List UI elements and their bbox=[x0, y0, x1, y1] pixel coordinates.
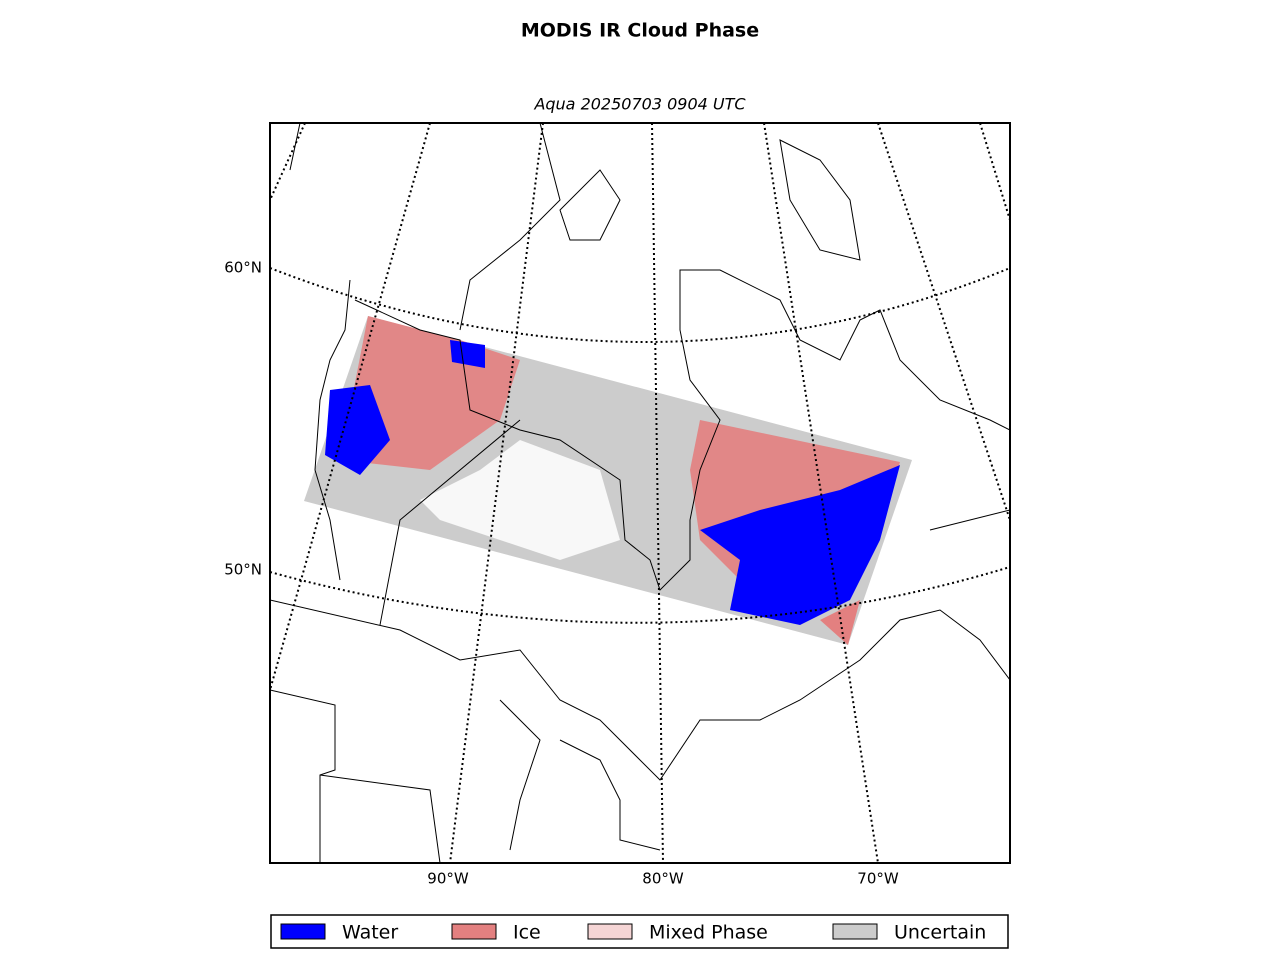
legend-swatch bbox=[280, 923, 326, 940]
lat-label: 50°N bbox=[224, 561, 262, 579]
legend-label: Water bbox=[342, 922, 398, 944]
lat-label: 60°N bbox=[224, 259, 262, 277]
lon-label: 90°W bbox=[427, 870, 469, 888]
parallel bbox=[270, 566, 1010, 624]
lon-label: 80°W bbox=[642, 870, 684, 888]
meridian bbox=[979, 123, 1010, 221]
meridian bbox=[449, 123, 544, 863]
legend-swatch bbox=[832, 923, 878, 940]
meridian bbox=[651, 123, 664, 863]
water-region bbox=[325, 385, 390, 475]
legend-swatch bbox=[451, 923, 497, 940]
legend-label: Ice bbox=[513, 922, 541, 944]
border bbox=[270, 419, 1010, 863]
coastline bbox=[270, 123, 1010, 781]
map-frame bbox=[269, 122, 1011, 864]
map bbox=[270, 123, 1010, 863]
clear-region bbox=[420, 440, 620, 560]
coastline bbox=[459, 123, 861, 331]
legend-label: Uncertain bbox=[894, 922, 986, 944]
water-region bbox=[450, 340, 485, 368]
legend-swatch bbox=[587, 923, 633, 940]
coastline bbox=[314, 269, 1010, 591]
meridian bbox=[270, 123, 431, 691]
water-region bbox=[700, 465, 900, 625]
legend-label: Mixed Phase bbox=[649, 922, 768, 944]
subtitle: Aqua 20250703 0904 UTC bbox=[533, 95, 746, 114]
legend bbox=[270, 914, 1009, 949]
meridian bbox=[270, 123, 306, 201]
title: MODIS IR Cloud Phase bbox=[521, 20, 759, 42]
lon-label: 70°W bbox=[857, 870, 899, 888]
